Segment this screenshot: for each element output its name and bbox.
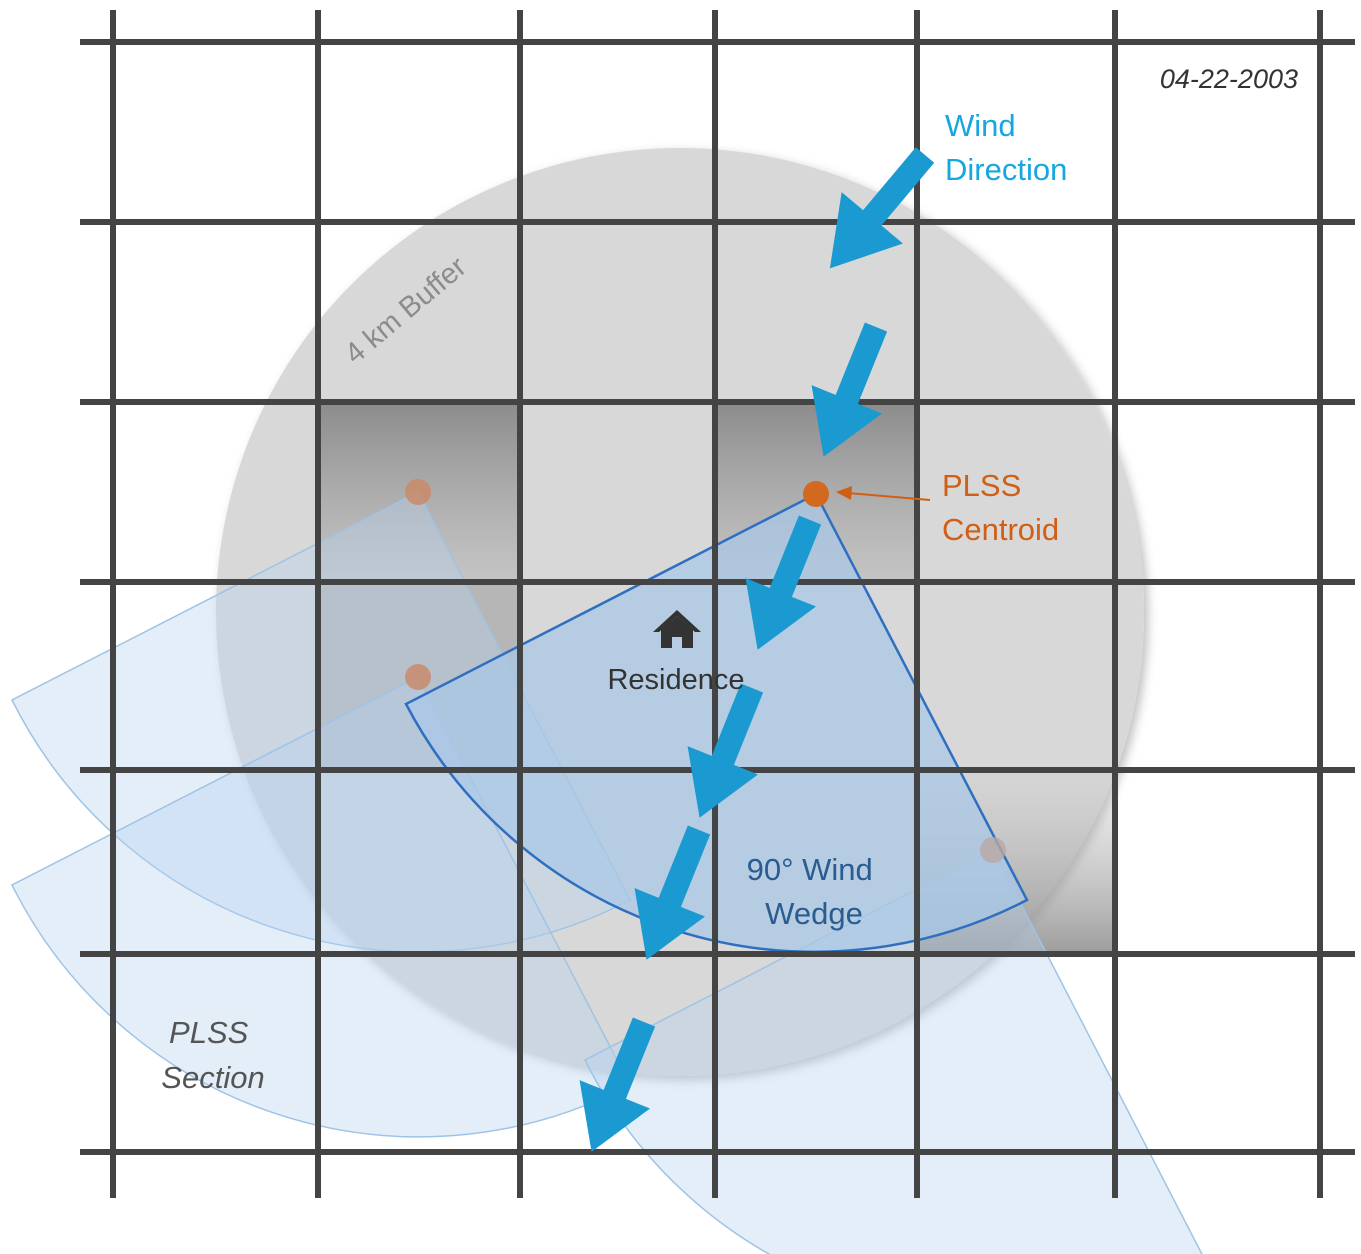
centroid-dot [980,837,1006,863]
wind-arrow-icon [811,322,888,457]
wind-arrow-icon [829,147,935,269]
wind-direction-label: Wind Direction [945,108,1067,187]
wind-wedge-label: 90° Wind Wedge [747,852,882,931]
date-label: 04-22-2003 [1160,64,1298,94]
wind-arrow-icon [745,515,822,650]
house-icon [653,610,701,648]
centroid-pointer-arrow [836,486,931,501]
wind-arrow-icon [579,1017,656,1152]
centroid-dot [405,664,431,690]
plss-grid [80,10,1355,1198]
wind-arrow-icon [634,825,711,960]
plss-centroid-label: PLSS Centroid [942,468,1059,547]
plss-section-label: PLSS Section [161,1015,264,1095]
residence-label: Residence [607,664,744,696]
wind-arrows [579,147,935,1152]
centroid-dot [405,479,431,505]
centroids [405,479,1006,863]
centroid-dot-main [803,481,829,507]
wind-arrow-icon [687,683,764,818]
